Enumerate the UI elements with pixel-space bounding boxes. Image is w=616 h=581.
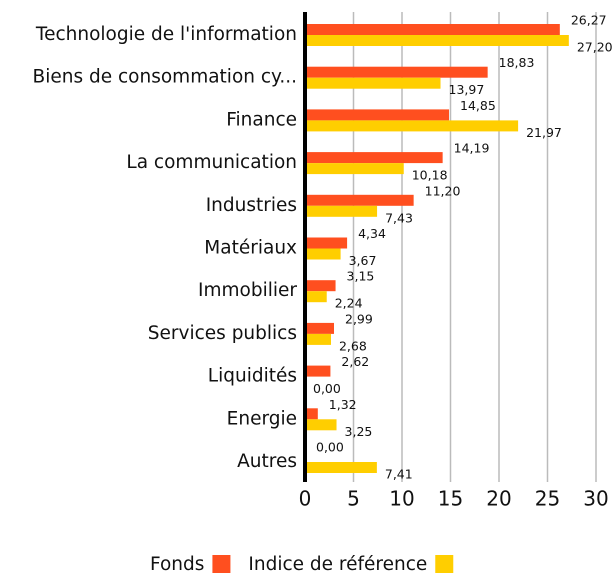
legend-label: Fonds [150, 554, 204, 575]
bar [305, 322, 335, 334]
legend-label: Indice de référence [248, 554, 427, 575]
bar [305, 120, 519, 132]
x-tick-label: 25 [535, 487, 560, 511]
bar [305, 291, 327, 303]
value-label: 3,15 [347, 269, 375, 284]
bar [305, 77, 441, 89]
bar [305, 419, 337, 431]
value-label: 7,43 [385, 210, 413, 225]
bar [305, 152, 443, 164]
value-label: 1,32 [329, 397, 357, 412]
value-label: 21,97 [526, 125, 562, 140]
bar [305, 408, 318, 420]
category-label: Biens de consommation cy... [33, 67, 297, 88]
bar [305, 248, 341, 260]
bar [305, 163, 404, 175]
bar [305, 194, 414, 206]
value-label: 2,24 [335, 296, 363, 311]
category-label: Autres [237, 451, 297, 472]
category-label: Immobilier [198, 280, 297, 301]
category-label: Industries [206, 195, 297, 216]
value-label: 26,27 [571, 13, 607, 28]
value-label: 7,41 [385, 467, 413, 482]
value-label: 0,00 [316, 440, 344, 455]
bar [305, 205, 378, 217]
category-label: Matériaux [204, 238, 297, 259]
value-label: 14,85 [460, 98, 496, 113]
x-tick-label: 15 [438, 487, 463, 511]
category-label: Services publics [148, 323, 297, 344]
value-label: 13,97 [449, 82, 485, 97]
category-label: Technologie de l'information [35, 24, 297, 45]
category-label: La communication [126, 152, 297, 173]
bar [305, 237, 348, 249]
x-tick-label: 10 [389, 487, 414, 511]
value-label: 18,83 [499, 55, 535, 70]
bar [305, 109, 450, 121]
value-label: 0,00 [313, 381, 341, 396]
value-label: 11,20 [425, 183, 461, 198]
value-label: 3,25 [345, 424, 373, 439]
bar [305, 280, 336, 292]
x-tick-label: 0 [299, 487, 312, 511]
value-label: 10,18 [412, 168, 448, 183]
value-label: 2,68 [339, 338, 367, 353]
value-label: 27,20 [577, 40, 613, 55]
bar [305, 333, 331, 345]
bar [305, 24, 560, 35]
bar [305, 462, 377, 473]
legend-swatch [435, 555, 454, 573]
category-label: Liquidités [208, 366, 297, 387]
x-tick-label: 20 [486, 487, 511, 511]
legend-swatch [212, 555, 231, 573]
value-label: 14,19 [454, 141, 490, 156]
bar [305, 365, 331, 377]
value-label: 4,34 [358, 226, 386, 241]
value-label: 2,99 [345, 311, 373, 326]
bar [305, 35, 569, 46]
category-label: Energie [227, 408, 297, 429]
category-label: Finance [226, 109, 297, 130]
bar [305, 66, 488, 78]
value-label: 2,62 [341, 354, 369, 369]
value-label: 3,67 [349, 253, 377, 268]
x-tick-label: 5 [347, 487, 360, 511]
x-tick-label: 30 [583, 487, 608, 511]
